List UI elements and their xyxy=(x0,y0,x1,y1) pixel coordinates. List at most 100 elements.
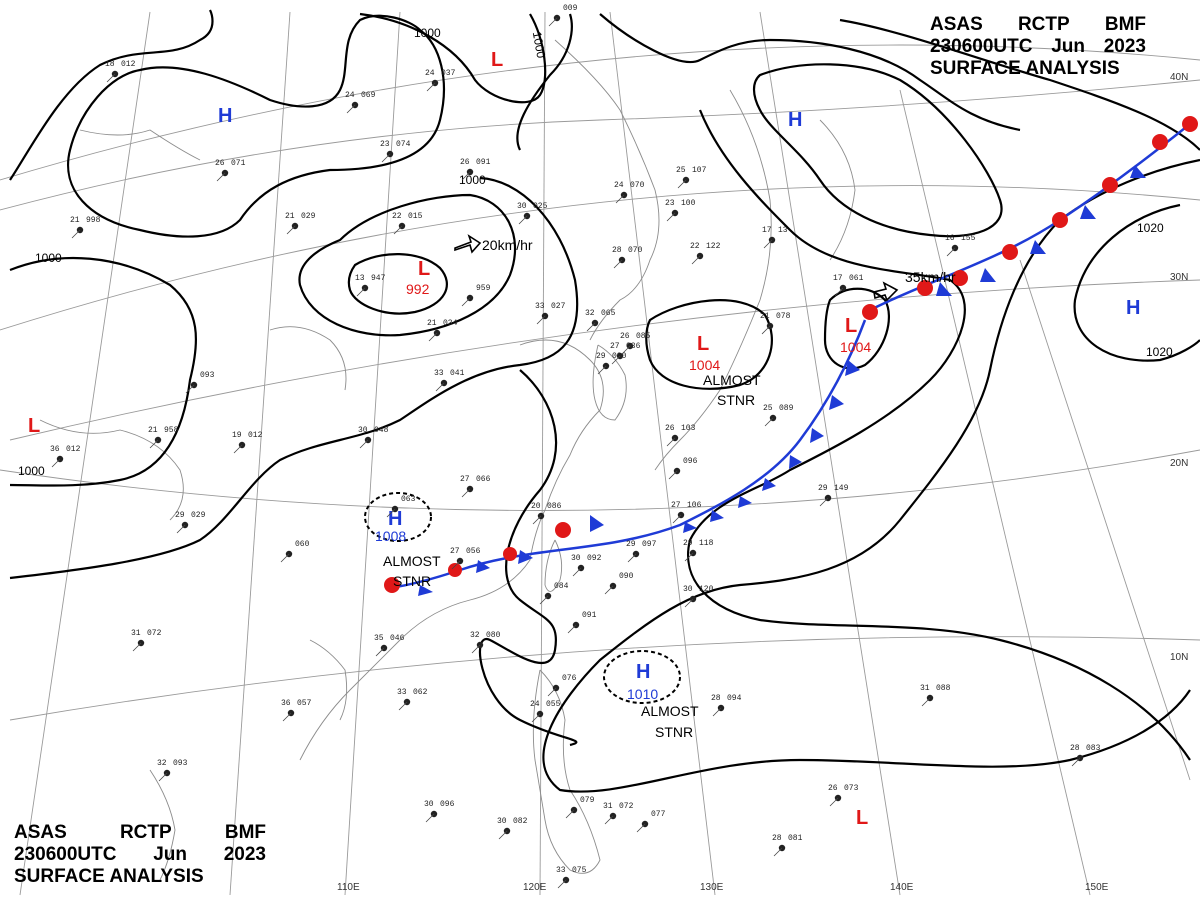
station-pressure: 083 xyxy=(1086,744,1101,753)
station-temperature: 28 xyxy=(1070,744,1080,753)
station-model: 19 012 xyxy=(232,431,263,454)
station-model: 25 107 xyxy=(676,166,707,189)
header-year: 2023 xyxy=(223,844,266,865)
warm-front-scallops xyxy=(862,116,1198,320)
station-model: 27 106 xyxy=(671,501,702,524)
station-model: 30 096 xyxy=(424,800,455,823)
station-model: 24 069 xyxy=(345,91,376,114)
header-datetime: 230600UTC xyxy=(14,844,117,865)
meridian-line xyxy=(609,11,716,896)
station-pressure: 093 xyxy=(173,759,188,768)
motion-arrow-mongolia xyxy=(454,234,482,254)
station-model: 30 082 xyxy=(497,817,528,840)
station-model: 33 062 xyxy=(397,688,428,711)
stnr-label: ALMOST xyxy=(703,372,761,388)
header-station: RCTP xyxy=(119,822,172,843)
wind-barb xyxy=(636,823,646,833)
station-temperature: 33 xyxy=(535,302,545,311)
station-pressure: 090 xyxy=(619,572,634,581)
header-year: 2023 xyxy=(1103,36,1146,57)
isobar-label: 1000 xyxy=(35,251,62,265)
station-model: 26 073 xyxy=(828,784,859,807)
coastline-indochina xyxy=(309,639,348,721)
station-pressure: 062 xyxy=(413,688,428,697)
station-temperature: 31 xyxy=(920,684,930,693)
high-pressure-label: H xyxy=(788,109,802,131)
station-pressure: 065 xyxy=(601,309,616,318)
station-pressure: 080 xyxy=(486,631,501,640)
wind-barb xyxy=(286,225,296,235)
wind-barb xyxy=(668,470,678,480)
station-pressure: 060 xyxy=(295,540,310,549)
station-model: 21 034 xyxy=(427,319,458,342)
station-temperature: 36 xyxy=(50,445,60,454)
wind-barb xyxy=(677,179,687,189)
pressure-value: 1004 xyxy=(689,357,720,373)
wind-barb xyxy=(359,439,369,449)
longitude-label: 130E xyxy=(700,882,724,893)
station-model: 29 097 xyxy=(626,540,657,563)
station-pressure: 149 xyxy=(834,484,849,493)
station-temperature: 28 xyxy=(711,694,721,703)
station-temperature: 26 xyxy=(460,158,470,167)
station-temperature: 30 xyxy=(683,585,693,594)
station-model: 26 085 xyxy=(620,332,651,355)
isobar-line xyxy=(752,63,1003,238)
station-temperature: 22 xyxy=(392,212,402,221)
station-pressure: 048 xyxy=(374,426,389,435)
station-model: 33 075 xyxy=(556,866,587,889)
pressure-systems: H H H H H L L L L L L xyxy=(28,49,1140,829)
station-model: 21 958 xyxy=(148,426,179,449)
station-model: 36 012 xyxy=(50,445,81,468)
stnr-label: STNR xyxy=(393,573,431,589)
station-pressure: 097 xyxy=(642,540,657,549)
station-temperature: 28 xyxy=(612,246,622,255)
wind-barb xyxy=(386,508,396,518)
station-pressure: 072 xyxy=(619,802,634,811)
station-model: 31 072 xyxy=(603,802,634,825)
coastline-japan xyxy=(654,89,772,471)
coastline-sakhalin xyxy=(819,119,856,261)
station-temperature: 24 xyxy=(345,91,355,100)
longitude-label: 120E xyxy=(523,882,547,893)
pressure-values: 1008 1010 992 1004 1004 xyxy=(375,281,871,702)
isobars xyxy=(9,9,1200,793)
isobar-dashed xyxy=(603,650,681,704)
isobar-label: 1000 xyxy=(530,31,548,60)
longitude-label: 110E xyxy=(337,882,360,893)
header-datetime: 230600UTC xyxy=(930,36,1033,57)
station-pressure: 041 xyxy=(450,369,465,378)
coastline-north-west xyxy=(79,129,201,161)
wind-barb xyxy=(461,171,471,181)
wind-barb xyxy=(557,879,567,889)
wind-barb xyxy=(597,365,607,375)
isobar-line xyxy=(347,253,448,315)
station-pressure: 096 xyxy=(683,457,698,466)
station-model: 30 048 xyxy=(358,426,389,449)
high-pressure-label: H xyxy=(388,508,402,530)
header-title: SURFACE ANALYSIS xyxy=(930,58,1120,79)
station-pressure: 012 xyxy=(248,431,263,440)
wind-barb xyxy=(712,707,722,717)
wind-barb xyxy=(672,514,682,524)
coastline-taiwan xyxy=(544,539,563,592)
station-pressure: 093 xyxy=(200,371,215,380)
station-temperature: 31 xyxy=(603,802,613,811)
wind-barb xyxy=(425,813,435,823)
station-model: 27 036 xyxy=(610,342,641,365)
station-pressure: 091 xyxy=(476,158,491,167)
station-pressure: 084 xyxy=(554,582,569,591)
motion-arrow-japan xyxy=(873,281,899,302)
wind-barb xyxy=(565,809,575,819)
isobar-line xyxy=(9,176,579,580)
wind-barb xyxy=(615,194,625,204)
wind-barb xyxy=(627,553,637,563)
station-temperature: 30 xyxy=(497,817,507,826)
low-pressure-label: L xyxy=(491,49,503,71)
parallel-line xyxy=(0,79,1200,211)
parallel-line xyxy=(0,185,1200,331)
wind-barb xyxy=(282,712,292,722)
station-pressure: 025 xyxy=(533,202,548,211)
wind-barb xyxy=(604,585,614,595)
wind-barb xyxy=(233,444,243,454)
